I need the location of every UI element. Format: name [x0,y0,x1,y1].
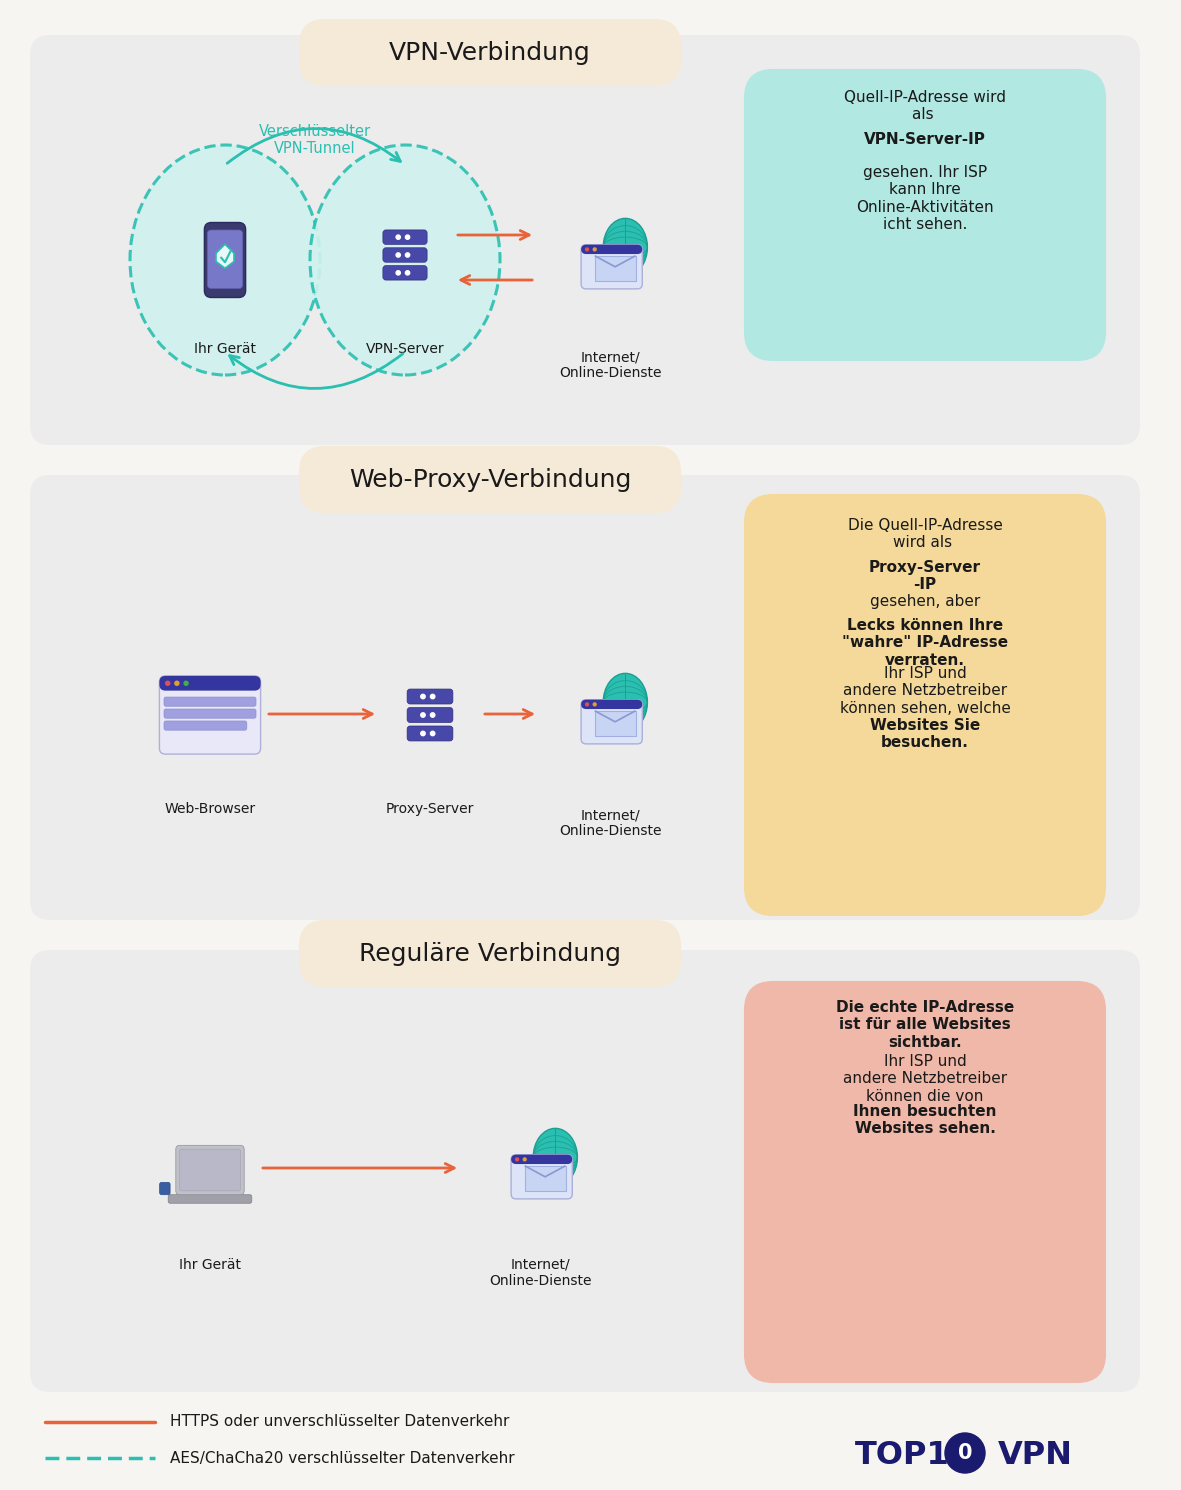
Text: HTTPS oder unverschlüsselter Datenverkehr: HTTPS oder unverschlüsselter Datenverkeh… [170,1414,509,1429]
FancyBboxPatch shape [581,700,642,709]
Circle shape [175,681,178,685]
Polygon shape [595,256,635,282]
FancyBboxPatch shape [300,19,680,85]
FancyBboxPatch shape [581,244,642,289]
Circle shape [396,253,400,258]
Ellipse shape [603,673,647,732]
Circle shape [405,253,410,258]
Text: Ihr ISP und
andere Netzbetreiber
können die von: Ihr ISP und andere Netzbetreiber können … [843,1053,1007,1104]
Text: Web-Browser: Web-Browser [164,802,255,817]
Polygon shape [595,711,635,736]
Polygon shape [524,1165,566,1191]
FancyBboxPatch shape [581,700,642,744]
Text: VPN-Server-IP: VPN-Server-IP [864,133,986,148]
FancyBboxPatch shape [30,475,1140,919]
FancyBboxPatch shape [383,265,428,280]
FancyBboxPatch shape [208,229,242,289]
Circle shape [405,271,410,276]
Text: Internet/
Online-Dienste: Internet/ Online-Dienste [559,350,661,380]
FancyBboxPatch shape [159,676,261,754]
Circle shape [396,235,400,240]
Text: AES/ChaCha20 verschlüsselter Datenverkehr: AES/ChaCha20 verschlüsselter Datenverkeh… [170,1450,515,1466]
FancyBboxPatch shape [204,222,246,298]
Circle shape [516,1158,518,1161]
FancyBboxPatch shape [511,1155,573,1199]
Text: Ihnen besuchten
Websites sehen.: Ihnen besuchten Websites sehen. [853,1104,997,1137]
Text: Web-Proxy-Verbindung: Web-Proxy-Verbindung [348,468,631,492]
Circle shape [586,703,588,706]
Circle shape [430,732,435,736]
Circle shape [405,235,410,240]
Ellipse shape [533,1128,578,1186]
Text: Verschlüsselter
VPN-Tunnel: Verschlüsselter VPN-Tunnel [259,124,371,156]
FancyBboxPatch shape [159,1183,170,1195]
Text: VPN: VPN [998,1439,1074,1471]
Circle shape [184,681,188,685]
Text: Ihr Gerät: Ihr Gerät [194,343,256,356]
Circle shape [523,1158,527,1161]
Text: Lecks können Ihre
"wahre" IP-Adresse
verraten.: Lecks können Ihre "wahre" IP-Adresse ver… [842,618,1009,668]
Circle shape [945,1433,985,1474]
FancyBboxPatch shape [30,951,1140,1392]
FancyBboxPatch shape [164,709,256,718]
Ellipse shape [309,145,500,375]
FancyBboxPatch shape [168,1195,252,1204]
Text: Proxy-Server: Proxy-Server [386,802,475,817]
Text: Internet/
Online-Dienste: Internet/ Online-Dienste [559,808,661,839]
Circle shape [586,247,588,250]
FancyBboxPatch shape [164,721,247,730]
FancyBboxPatch shape [383,247,428,262]
Circle shape [430,694,435,699]
Ellipse shape [130,145,320,375]
FancyBboxPatch shape [300,447,680,513]
Text: VPN-Server: VPN-Server [366,343,444,356]
Text: Reguläre Verbindung: Reguläre Verbindung [359,942,621,966]
FancyBboxPatch shape [383,229,428,244]
Text: Die Quell-IP-Adresse
wird als: Die Quell-IP-Adresse wird als [848,519,1003,550]
FancyBboxPatch shape [511,1155,573,1164]
FancyBboxPatch shape [164,697,256,706]
Circle shape [396,271,400,276]
Text: VPN-Verbindung: VPN-Verbindung [389,40,590,64]
FancyBboxPatch shape [30,34,1140,446]
Ellipse shape [603,219,647,276]
Circle shape [420,712,425,717]
Text: gesehen. Ihr ISP
kann Ihre
Online-Aktivitäten
icht sehen.: gesehen. Ihr ISP kann Ihre Online-Aktivi… [856,165,994,232]
FancyBboxPatch shape [745,70,1105,361]
Text: Ihr ISP und
andere Netzbetreiber
können sehen, welche: Ihr ISP und andere Netzbetreiber können … [840,666,1011,715]
FancyBboxPatch shape [300,921,680,986]
FancyBboxPatch shape [180,1149,241,1191]
Circle shape [430,712,435,717]
FancyBboxPatch shape [159,676,261,691]
Circle shape [420,732,425,736]
FancyBboxPatch shape [581,244,642,255]
FancyBboxPatch shape [407,726,452,741]
Circle shape [593,703,596,706]
Text: Proxy-Server
-IP: Proxy-Server -IP [869,560,981,593]
Text: TOP1: TOP1 [855,1439,950,1471]
Circle shape [165,681,170,685]
Text: Die echte IP-Adresse
ist für alle Websites
sichtbar.: Die echte IP-Adresse ist für alle Websit… [836,1000,1014,1050]
Text: Quell-IP-Adresse wird
als: Quell-IP-Adresse wird als [844,89,1006,122]
Text: Ihr Gerät: Ihr Gerät [180,1258,241,1272]
Text: Internet/
Online-Dienste: Internet/ Online-Dienste [489,1258,592,1289]
FancyBboxPatch shape [745,495,1105,915]
Circle shape [420,694,425,699]
Text: gesehen, aber: gesehen, aber [870,595,980,609]
FancyBboxPatch shape [407,708,452,723]
FancyBboxPatch shape [176,1146,244,1195]
Circle shape [593,247,596,250]
Text: 0: 0 [958,1442,972,1463]
Polygon shape [216,244,234,268]
FancyBboxPatch shape [745,982,1105,1383]
FancyBboxPatch shape [407,688,452,703]
Text: Websites Sie
besuchen.: Websites Sie besuchen. [870,718,980,751]
